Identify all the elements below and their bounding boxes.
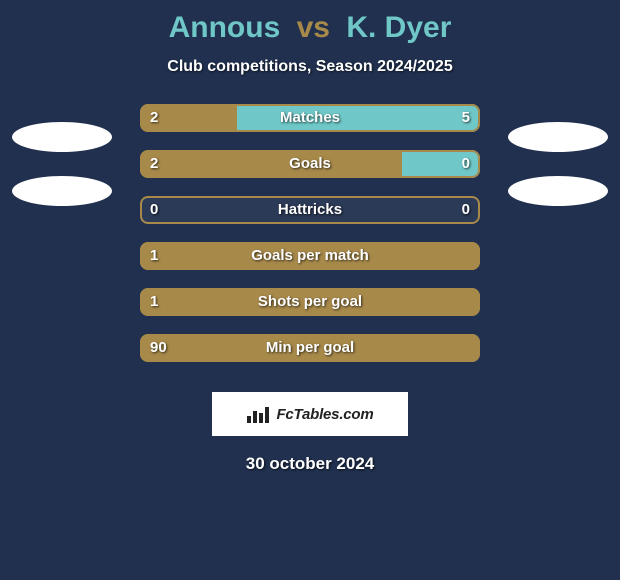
metric-label: Hattricks — [140, 196, 480, 224]
brand-text: FcTables.com — [276, 406, 373, 423]
metric-label: Goals — [140, 150, 480, 178]
footer-date: 30 october 2024 — [0, 454, 620, 474]
page-title: Annous vs K. Dyer — [0, 10, 620, 46]
brand-bars-icon — [246, 404, 270, 424]
metric-row: 90Min per goal — [0, 334, 620, 380]
metric-label: Goals per match — [140, 242, 480, 270]
vs-separator: vs — [297, 11, 330, 44]
player1-name: Annous — [169, 11, 281, 44]
metric-label: Shots per goal — [140, 288, 480, 316]
club-badge-placeholder — [508, 176, 608, 206]
club-badge-placeholder — [508, 122, 608, 152]
subtitle: Club competitions, Season 2024/2025 — [0, 58, 620, 76]
club-badge-placeholder — [12, 176, 112, 206]
metric-row: 1Shots per goal — [0, 288, 620, 334]
metric-row: 1Goals per match — [0, 242, 620, 288]
club-badge-placeholder — [12, 122, 112, 152]
brand-badge: FcTables.com — [212, 392, 408, 436]
metric-label: Min per goal — [140, 334, 480, 362]
comparison-infographic: Annous vs K. Dyer Club competitions, Sea… — [0, 0, 620, 580]
player2-name: K. Dyer — [346, 11, 451, 44]
metric-label: Matches — [140, 104, 480, 132]
